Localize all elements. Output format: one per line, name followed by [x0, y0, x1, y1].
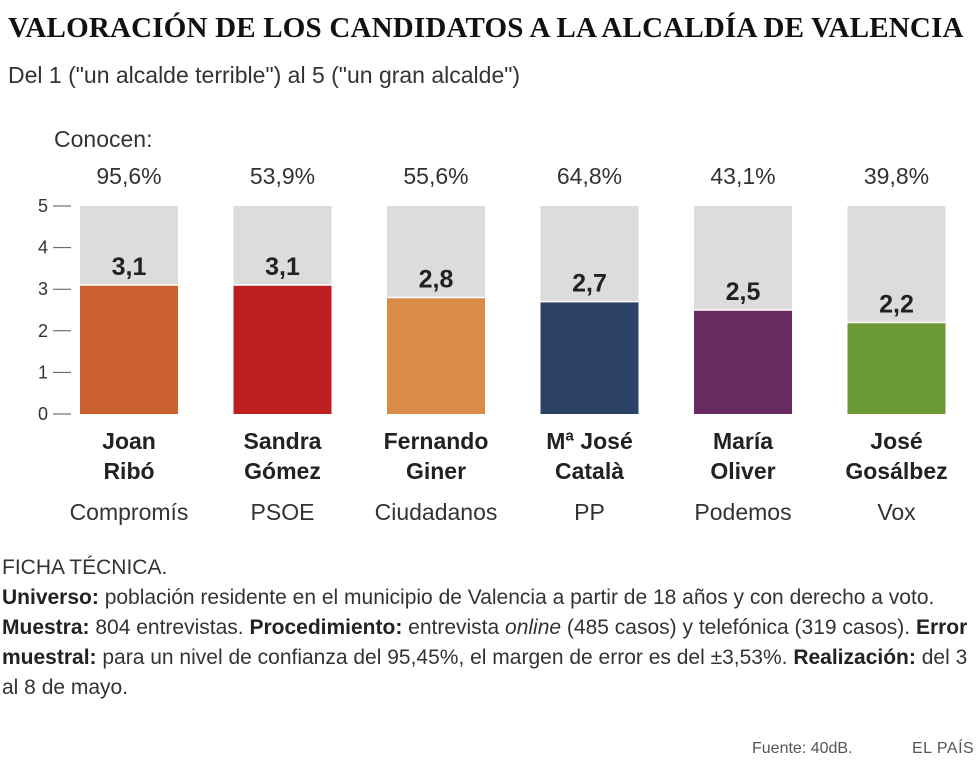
data-label: 3,1: [112, 253, 147, 281]
chart-subtitle: Del 1 ("un alcalde terrible") al 5 ("un …: [8, 62, 521, 88]
candidate-first-name: María: [713, 428, 773, 454]
known-label: Conocen:: [54, 126, 152, 152]
data-label: 2,8: [419, 266, 454, 294]
bars-group: 95,6% 3,1 Joan Ribó Compromís 53,9% 3,1 Sandra G…: [70, 163, 948, 525]
candidate-last-name: Ribó: [103, 458, 154, 484]
party-label: PSOE: [251, 499, 315, 525]
party-label: Ciudadanos: [375, 499, 498, 525]
source-note: Fuente: 40dB.: [752, 740, 853, 757]
universo-text: población residente en el municipio de V…: [98, 586, 935, 609]
procedimiento-text: entrevista: [402, 616, 506, 639]
bar: [694, 310, 792, 414]
universo-label: Universo:: [2, 586, 99, 609]
known-percent: 64,8%: [557, 163, 622, 189]
candidate-last-name: Giner: [406, 458, 466, 484]
known-percent: 55,6%: [403, 163, 468, 189]
y-tick-label: 4: [38, 238, 48, 258]
party-label: Podemos: [694, 499, 791, 525]
realizacion-text: del 3 al 8 de mayo.: [2, 646, 968, 699]
data-label: 2,7: [572, 270, 607, 298]
candidate-first-name: Mª José: [546, 428, 633, 454]
known-percent: 39,8%: [864, 163, 929, 189]
y-tick-label: 5: [38, 196, 48, 216]
y-tick-label: 1: [38, 362, 48, 382]
realizacion-label: Realización:: [793, 646, 916, 669]
bar: [80, 285, 178, 414]
y-axis: 0 1 2 3 4 5: [38, 196, 71, 424]
data-label: 2,5: [726, 278, 761, 306]
bar-chart: Conocen: 0 1 2 3 4 5 95,6% 3,1 Joan Ribó Compromí…: [38, 126, 948, 525]
procedimiento-label: Procedimiento:: [249, 616, 403, 639]
brand-logo-text: EL PAÍS: [912, 740, 975, 757]
procedimiento-online: online: [505, 616, 562, 639]
party-label: PP: [574, 499, 605, 525]
candidate-last-name: Gómez: [244, 458, 321, 484]
party-label: Compromís: [70, 499, 189, 525]
candidate-last-name: Oliver: [710, 458, 775, 484]
error-text: para un nivel de confianza del 95,45%, e…: [96, 646, 794, 669]
known-percent: 43,1%: [710, 163, 775, 189]
procedimiento-text-2: (485 casos) y telefónica (319 casos).: [561, 616, 916, 639]
chart-title: VALORACIÓN DE LOS CANDIDATOS A LA ALCALD…: [8, 12, 964, 44]
data-label: 2,2: [879, 290, 914, 318]
bar: [847, 322, 946, 414]
muestra-text: 804 entrevistas.: [89, 616, 250, 639]
y-tick-label: 3: [38, 279, 48, 299]
technical-sheet: FICHA TÉCNICA. Universo: población resid…: [2, 553, 977, 703]
candidate-first-name: José: [870, 428, 922, 454]
muestra-label: Muestra:: [2, 616, 90, 639]
data-label: 3,1: [265, 253, 300, 281]
candidate-first-name: Sandra: [244, 428, 322, 454]
candidate-last-name: Gosálbez: [845, 458, 947, 484]
known-percent: 53,9%: [250, 163, 315, 189]
bar: [540, 301, 639, 414]
candidate-first-name: Joan: [102, 428, 156, 454]
bar: [387, 297, 485, 414]
error-label: Error muestral:: [2, 616, 968, 669]
bar: [233, 285, 332, 414]
candidate-last-name: Català: [555, 458, 624, 484]
known-percent: 95,6%: [96, 163, 161, 189]
y-tick-label: 0: [38, 404, 48, 424]
y-tick-label: 2: [38, 321, 48, 341]
technical-sheet-heading: FICHA TÉCNICA.: [2, 556, 168, 579]
candidate-first-name: Fernando: [384, 428, 489, 454]
party-label: Vox: [877, 499, 916, 525]
